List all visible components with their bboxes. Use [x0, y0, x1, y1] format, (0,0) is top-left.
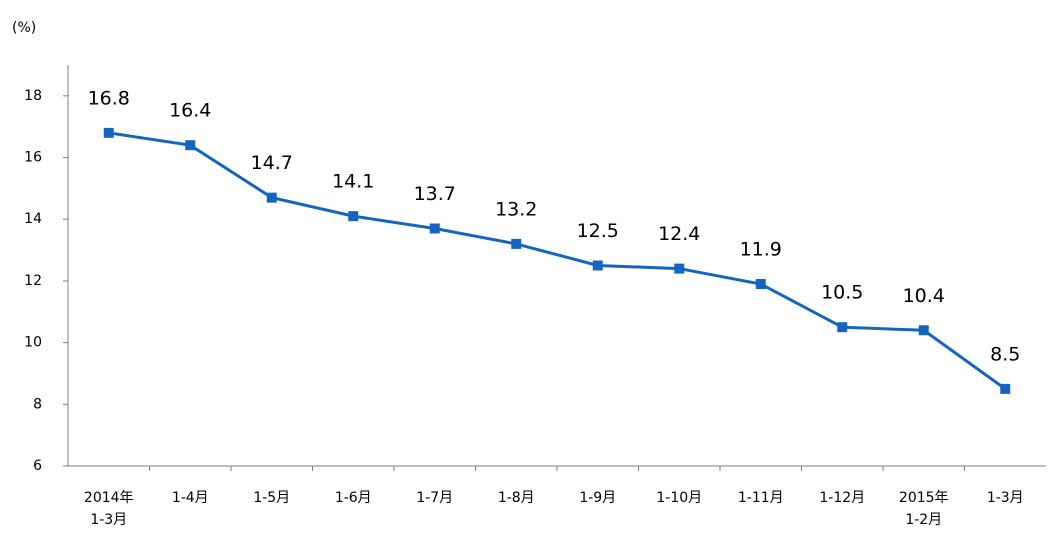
x-tick-label: 1-9月 — [579, 490, 616, 506]
marker — [1000, 383, 1011, 394]
marker — [755, 279, 766, 290]
data-label: 8.5 — [990, 343, 1020, 365]
data-label: 12.5 — [577, 220, 619, 242]
x-tick-label: 1-8月 — [498, 490, 535, 506]
unit-label: (%) — [12, 20, 36, 36]
x-tick-label: 1-5月 — [253, 490, 290, 506]
data-label: 11.9 — [740, 239, 782, 261]
data-label: 14.1 — [332, 171, 374, 193]
marker — [103, 127, 114, 138]
x-tick-label: 1-7月 — [416, 490, 453, 506]
marker — [674, 263, 685, 274]
data-label: 10.4 — [903, 285, 945, 307]
y-tick-label: 16 — [24, 150, 42, 166]
y-tick-label: 14 — [24, 211, 42, 227]
x-tick-line: 1-2月 — [905, 512, 942, 528]
marker — [266, 192, 277, 203]
marker — [592, 260, 603, 271]
marker — [511, 238, 522, 249]
x-tick-label: 2015年 1-2月 — [899, 490, 949, 528]
y-tick-label: 6 — [33, 458, 42, 474]
x-tick-label: 1-10月 — [656, 490, 702, 506]
y-tick-label: 8 — [33, 396, 42, 412]
line — [108, 131, 1007, 391]
marker — [837, 322, 848, 333]
data-label: 16.4 — [169, 100, 211, 122]
x-tick-label: 1-3月 — [987, 490, 1024, 506]
data-label: 10.5 — [821, 282, 863, 304]
data-label: 13.2 — [495, 198, 537, 220]
data-label: 16.8 — [88, 87, 130, 109]
y-tick-label: 12 — [24, 273, 42, 289]
x-tick-label: 1-4月 — [172, 490, 209, 506]
x-tick-label: 1-11月 — [738, 490, 784, 506]
x-tick-label: 1-12月 — [819, 490, 865, 506]
x-tick-line: 2015年 — [899, 490, 949, 506]
x-tick-label: 2014年 1-3月 — [84, 490, 134, 528]
data-label: 14.7 — [251, 152, 293, 174]
marker — [918, 325, 929, 336]
x-tick-line: 1-3月 — [90, 512, 127, 528]
x-tick-label: 1-6月 — [335, 490, 372, 506]
y-tick-label: 18 — [24, 88, 42, 104]
marker — [185, 140, 196, 151]
data-label: 13.7 — [414, 183, 456, 205]
y-tick-label: 10 — [24, 335, 42, 351]
marker — [429, 223, 440, 234]
x-tick-line: 2014年 — [84, 490, 134, 506]
marker — [348, 211, 359, 222]
data-label: 12.4 — [658, 223, 700, 245]
